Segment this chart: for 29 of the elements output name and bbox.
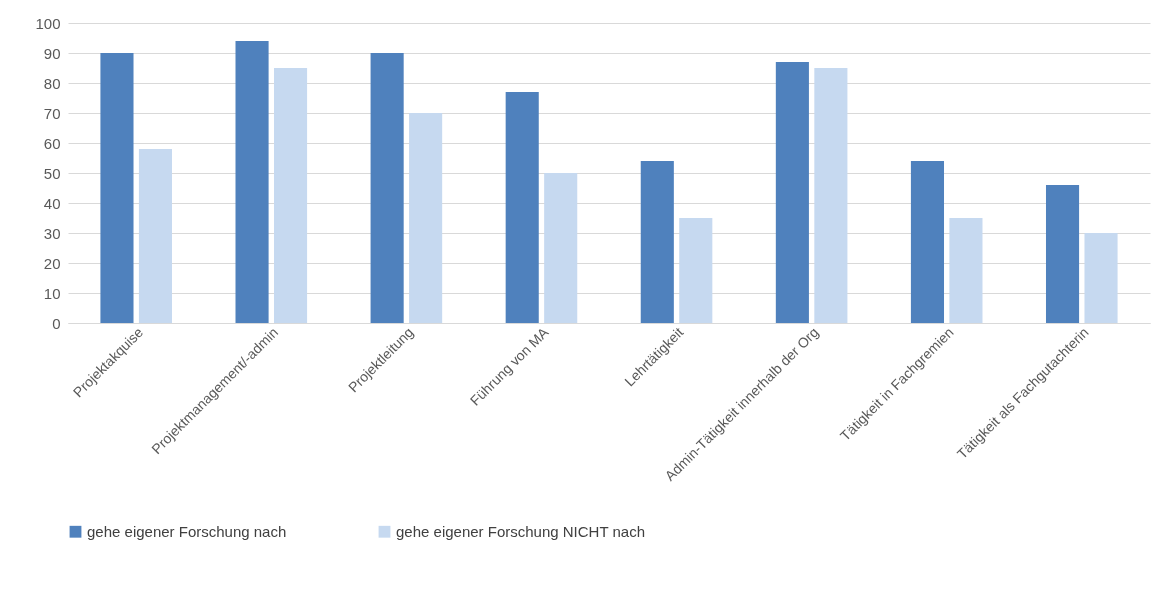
y-tick-label: 70 [43,104,61,122]
bar [505,92,539,323]
bar [949,218,983,323]
bar [814,68,848,323]
y-tick-label: 40 [43,194,61,212]
bar [1045,185,1080,323]
bar [1084,233,1118,323]
bar [640,161,674,323]
bar [409,113,443,323]
y-tick-label: 100 [35,14,61,32]
y-tick-label: 20 [43,254,61,272]
y-tick-label: 50 [43,164,61,182]
bar [775,62,809,323]
y-tick-label: 90 [43,44,61,62]
bar [100,53,134,323]
y-tick-label: 10 [43,284,61,302]
y-tick-label: 80 [43,74,61,92]
legend-label: gehe eigener Forschung nach [87,522,287,540]
legend-label: gehe eigener Forschung NICHT nach [396,522,646,540]
bar [273,68,308,323]
bar [370,53,404,323]
bar [544,173,578,323]
bar [679,218,713,323]
y-tick-label: 30 [43,224,61,242]
bar [235,41,269,323]
y-tick-label: 60 [43,134,61,152]
bar [138,149,173,323]
bar [910,161,945,323]
y-tick-label: 0 [52,314,61,332]
